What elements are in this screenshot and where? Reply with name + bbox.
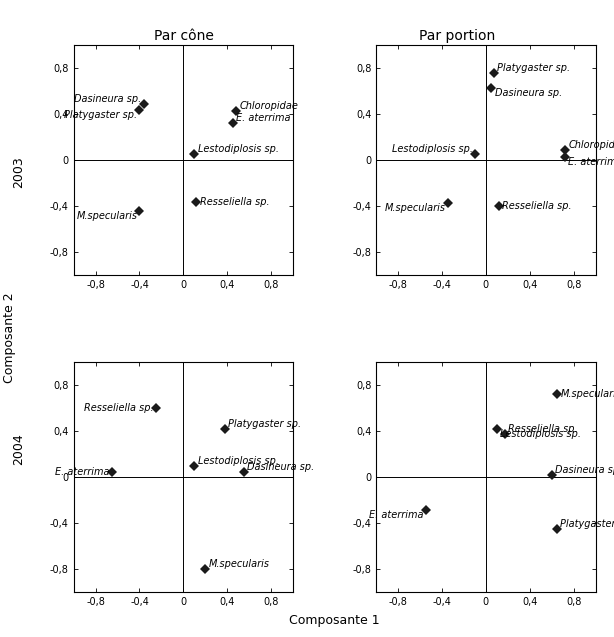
Text: Lestodiplosis sp.: Lestodiplosis sp. [198,144,279,154]
Text: Dasineura sp.: Dasineura sp. [555,465,614,475]
Text: Lestodiplosis sp.: Lestodiplosis sp. [500,429,581,439]
Text: Resseliella sp.: Resseliella sp. [502,201,572,211]
Text: Platygaster sp.: Platygaster sp. [561,519,614,529]
Text: Lestodiplosis sp.: Lestodiplosis sp. [198,456,279,466]
Text: Platygaster sp.: Platygaster sp. [64,110,138,120]
Text: M.specularis: M.specularis [76,211,138,222]
Text: M.specularis: M.specularis [561,389,614,399]
Text: E. aterrima: E. aterrima [55,466,110,476]
Text: Resseliella sp.: Resseliella sp. [200,197,270,207]
Text: Dasineura sp.: Dasineura sp. [495,89,562,98]
Text: Chloropidae: Chloropidae [239,101,298,111]
Text: Par cône: Par cône [154,29,214,43]
Text: Resseliella sp.: Resseliella sp. [508,424,578,434]
Text: Dasineura sp.: Dasineura sp. [247,462,314,471]
Text: Par portion: Par portion [419,29,495,43]
Text: Platygaster sp.: Platygaster sp. [497,63,570,73]
Text: M.specularis: M.specularis [384,203,445,213]
Text: Platygaster sp.: Platygaster sp. [228,419,301,429]
Text: Composante 2: Composante 2 [3,292,16,383]
Text: M.specularis: M.specularis [209,559,270,569]
Text: Lestodiplosis sp.: Lestodiplosis sp. [392,144,473,154]
Text: Chloropidae: Chloropidae [568,141,614,150]
Text: 2003: 2003 [12,156,25,188]
Text: E. aterrima: E. aterrima [369,510,424,520]
Text: Dasineura sp.: Dasineura sp. [74,94,142,104]
Text: 2004: 2004 [12,433,25,465]
Text: E. aterrima: E. aterrima [236,113,290,123]
Text: Resseliella sp.: Resseliella sp. [84,403,154,413]
Text: E. aterrima: E. aterrima [568,157,614,168]
Text: Composante 1: Composante 1 [289,615,380,627]
